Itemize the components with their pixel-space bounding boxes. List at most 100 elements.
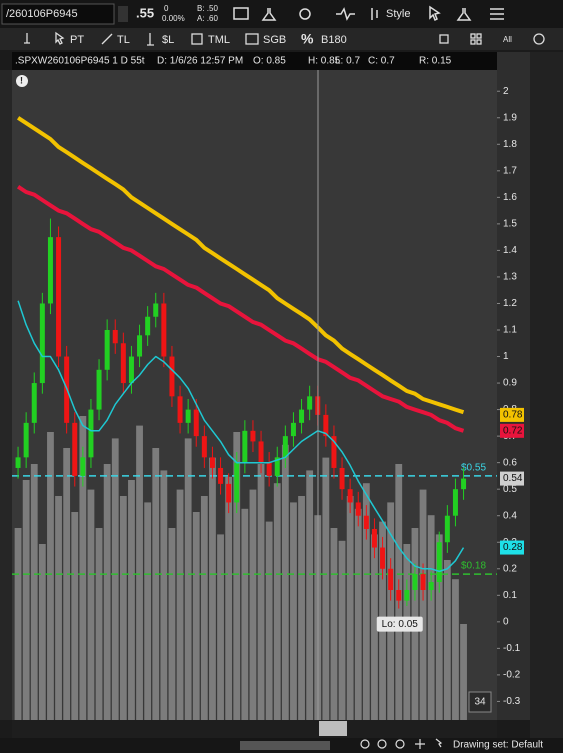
candle-body [226,483,232,503]
volume-label: 34 [474,697,486,708]
volume-bar [71,512,79,720]
candle-body [193,409,199,437]
info-bar [12,52,497,70]
info-field: .SPXW260106P6945 1 D 55t [15,56,145,67]
candle-body [282,436,288,458]
low-label: Lo: 0.05 [382,619,419,630]
candle-body [96,369,102,410]
volume-bar [63,448,71,720]
price-line-label: $0.18 [461,561,486,572]
volume-bar [136,425,143,720]
dropdown[interactable] [118,6,128,22]
y-tick-label: 0.1 [503,590,517,601]
volume-bar [330,528,338,720]
volume-bar [346,496,354,720]
info-field: C: 0.7 [368,56,395,67]
candle-body [112,330,118,344]
candle-body [371,528,377,548]
candle-body [120,343,126,384]
tool-button[interactable]: TL [117,34,130,46]
candle-body [88,409,94,458]
volume-bar [371,534,378,720]
candle-body [436,542,442,583]
candle-body [380,547,386,569]
percent-icon[interactable]: % [301,31,314,47]
price-axis [497,52,530,720]
tool-button[interactable]: PT [70,34,84,46]
info-field: L: 0.7 [335,56,360,67]
price-marker-label: 0.54 [503,473,523,484]
volume-bar [38,544,46,720]
y-tick-label: 1.6 [503,192,517,203]
zoom-icons[interactable] [360,738,443,749]
volume-bar [298,496,305,720]
info-field: R: 0.15 [419,56,452,67]
volume-bar [176,489,184,720]
toolbar-icons[interactable] [233,5,504,22]
candle-body [242,430,248,463]
tool-button[interactable]: B180 [321,34,347,46]
y-tick-label: 1.7 [503,165,517,176]
tool-button[interactable]: $L [162,34,174,46]
volume-bar [152,448,160,720]
candle-body [396,590,402,601]
volume-bar [460,624,467,720]
scrollbar[interactable] [240,741,330,750]
symbol-box[interactable] [1,3,115,25]
time-axis [12,720,497,738]
volume-bar [290,502,297,720]
candle-body [461,478,467,490]
tool-icons[interactable] [24,31,545,46]
tool-button[interactable]: All [503,35,512,44]
candle-body [47,237,53,304]
moving-average [16,116,465,415]
volume-bar [306,470,314,720]
last-price: .55 [136,5,154,20]
style-button[interactable]: Style [386,8,410,20]
price-line-label: $0.55 [461,463,486,474]
volume-bar [87,489,95,720]
symbol[interactable]: /260106P6945 [6,8,78,20]
candle-body [177,396,183,423]
candle-body [161,303,167,357]
candle-body [404,590,410,601]
alert-mark: ! [20,75,23,85]
candle-body [218,467,224,484]
candle-body [104,330,110,370]
info-field: D: 1/6/26 12:57 PM [157,56,243,67]
y-tick-label: 0.9 [503,378,517,389]
info-field: H: 0.85 [308,56,341,67]
volume-bar [22,480,30,720]
tool-button[interactable]: SGB [263,34,286,46]
y-tick-label: 0.2 [503,563,517,574]
candle-body [323,414,329,437]
volume-label-box [468,691,492,713]
volume-bar [241,508,249,720]
volume-bar [443,560,451,720]
volume-bar [362,483,370,720]
volume-bar [281,444,289,720]
volume-bar [233,432,241,720]
volume-bar [435,534,443,720]
cursor-time-box [319,721,347,736]
volume-bar [192,512,200,720]
y-tick-label: 1.1 [503,325,517,336]
low-label-box [376,616,423,632]
price-marker [500,540,524,555]
alert-icon[interactable] [16,75,28,87]
drawing-toolbar [0,28,563,50]
candle-body [250,430,256,442]
price-marker-label: 0.28 [503,542,523,553]
y-tick-label: 1.4 [503,245,517,256]
volume-bar [160,470,168,720]
candle-body [331,436,337,468]
volume-bar [257,464,265,720]
candle-body [290,422,296,437]
y-tick-label: 0 [503,616,509,627]
y-tick-label: 1.3 [503,272,517,283]
candle-body [388,568,394,590]
drawing-set[interactable]: Drawing set: Default [453,740,543,751]
price-marker [500,407,524,422]
tool-button[interactable]: TML [208,34,230,46]
